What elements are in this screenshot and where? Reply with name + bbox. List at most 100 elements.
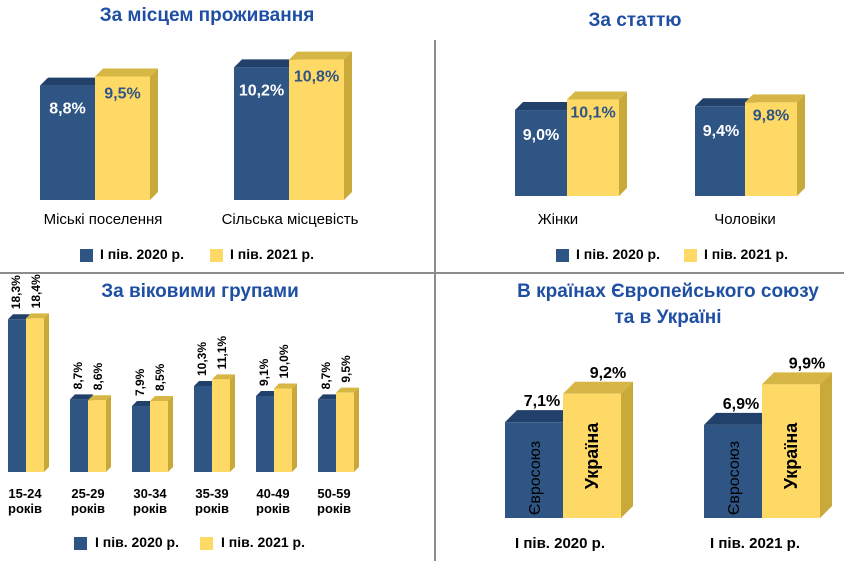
chart3-bar-2021-top [336,387,359,393]
chart3-label-2021: 11,1% [215,336,229,370]
chart3-bar-2021 [150,401,168,472]
chart3-bar-2021-side [44,313,49,472]
chart4-label-ua: 9,9% [789,355,825,372]
chart3-bar-2021-side [292,383,297,472]
chart2-bar-2021-top [745,94,805,103]
chart3-category-line2: років [71,501,105,516]
chart3-label-2020: 7,9% [133,368,147,396]
legend-swatch-2020 [74,537,87,550]
chart1-category: Сільська місцевість [221,211,359,228]
chart3-label-2021: 18,4% [29,274,43,308]
chart3-bar-2021-top [274,383,297,389]
chart1-bar-2021-side [150,68,158,200]
chart1-bar-2021 [289,59,344,200]
chart3-label-2020: 9,1% [257,358,271,386]
chart4-series-name-ua: Україна [582,422,602,489]
chart1-bar-2021-top [95,68,158,77]
chart3-bar-2021-top [150,396,173,402]
legend-label-2021: І пів. 2021 р. [230,246,314,262]
chart3-bar-2021 [212,379,230,472]
chart4-series-name-eu: Євросоюз [527,441,544,515]
chart1-label-2021: 10,8% [294,69,339,86]
chart2-title: За статтю [588,10,682,31]
legend-label-2021: І пів. 2021 р. [704,246,788,262]
chart3-bar-2020 [8,319,26,472]
chart2-bar-2021 [567,99,619,196]
chart2-bar-2021 [745,102,797,196]
chart2-bar-2020-top [695,98,755,107]
chart3-bar-2021-side [168,396,173,472]
chart3-bar-2020 [256,396,274,472]
chart1-bar-2020 [234,67,289,201]
chart3-bar-2020 [70,399,88,472]
chart2-bar-2020 [695,106,747,196]
chart4-bar-ua-top [762,372,832,385]
legend-swatch-2020 [80,249,93,262]
chart1-label-2020: 10,2% [239,82,284,99]
chart3-category-line1: 40-49 [256,486,290,501]
chart2-category: Чоловіки [714,211,776,228]
chart4-series-name-eu: Євросоюз [726,441,743,515]
chart2-label-2020: 9,4% [703,123,739,140]
chart3-bar-2020-top [70,394,93,400]
chart3-category-line1: 35-39 [195,486,229,501]
chart4-bar-ua [563,393,621,518]
chart3-bar-2020-top [256,391,279,397]
chart4-bar-ua-side [820,372,832,518]
chart4-label-ua: 9,2% [590,365,626,382]
chart3-bar-2021 [26,318,44,472]
chart4-bar-ua [762,384,820,518]
chart3-category-line2: років [256,501,290,516]
chart3-title: За віковими групами [101,281,299,302]
chart3-category-line1: 25-29 [71,486,105,501]
chart4-series-name-ua: Україна [781,422,801,489]
chart2-label-2021: 10,1% [570,105,615,122]
chart2-bar-2021-side [797,94,805,196]
chart4-label-eu: 6,9% [723,396,759,413]
chart2-category: Жінки [537,211,579,228]
chart3-bar-2020 [194,385,212,472]
chart1-bar-2020 [40,85,95,200]
chart3-bar-2021-side [354,387,359,472]
chart3-bar-2020-top [318,394,341,400]
horizontal-divider [0,272,844,274]
chart1-bar-2020-top [234,59,297,68]
chart1-bar-2021-side [344,51,352,200]
chart1-title: За місцем проживання [99,5,315,26]
chart4-category: І пів. 2021 р. [710,535,800,552]
chart1-bar-2020-top [40,77,103,86]
chart1-category: Міські поселення [43,211,163,228]
chart4-category: І пів. 2020 р. [515,535,605,552]
chart3-category-line1: 15-24 [8,486,42,501]
chart3-bar-2021-side [106,395,111,472]
chart4-bar-eu [505,422,563,518]
chart3-category-line2: років [133,501,167,516]
chart2-bar-2020-top [515,102,575,111]
chart2-bar-2021-side [619,91,627,196]
chart3-bar-2021 [88,400,106,472]
chart1-label-2021: 9,5% [104,86,140,103]
chart3-category-line2: років [8,501,42,516]
chart3-category-line2: років [195,501,229,516]
chart3-bar-2020-top [194,380,217,386]
chart3-label-2020: 8,7% [319,362,333,390]
chart2-label-2020: 9,0% [523,127,559,144]
chart4-label-eu: 7,1% [524,393,560,410]
chart4-bar-eu-top [704,412,774,425]
chart1-bar-2021 [95,76,150,200]
vertical-divider [434,40,436,561]
chart3-label-2021: 8,5% [153,363,167,391]
chart3-category-line1: 50-59 [317,486,351,501]
chart3-bar-2021-top [26,313,49,319]
chart4-bar-eu-top [505,410,575,423]
chart3-bar-2021 [274,388,292,472]
chart3-bar-2021-top [212,374,235,380]
chart3-bar-2020 [132,406,150,472]
chart3-label-2021: 9,5% [339,355,353,383]
legend-label-2020: І пів. 2020 р. [100,246,184,262]
chart2-bar-2021-top [567,91,627,100]
legend-label-2020: І пів. 2020 р. [95,534,179,550]
legend-swatch-2020 [556,249,569,262]
chart3-bar-2020 [318,399,336,472]
chart4-title-line1: В країнах Європейського союзу [517,281,819,302]
